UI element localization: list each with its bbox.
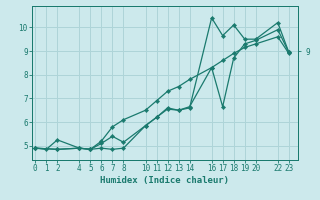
- X-axis label: Humidex (Indice chaleur): Humidex (Indice chaleur): [100, 176, 229, 185]
